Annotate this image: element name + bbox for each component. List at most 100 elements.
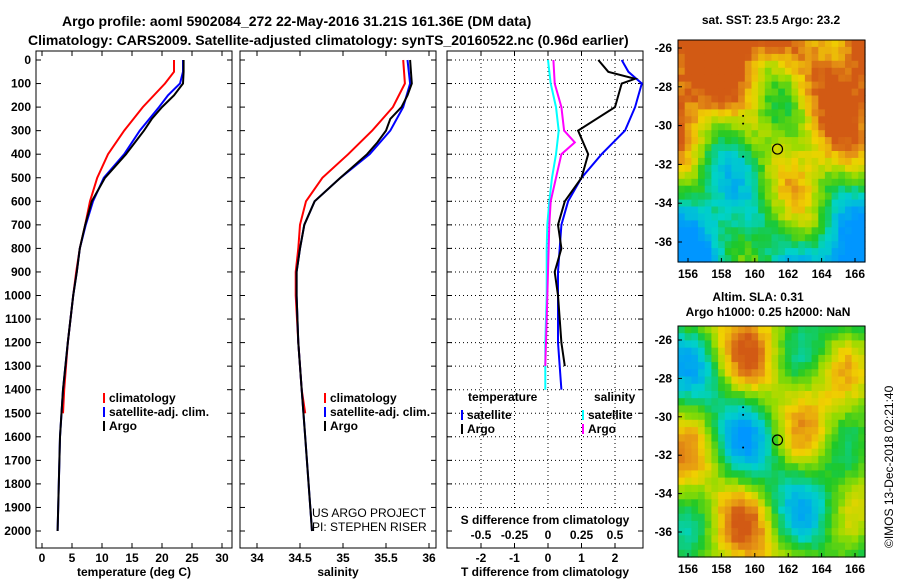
map-cell bbox=[791, 492, 799, 500]
map-cell bbox=[751, 542, 759, 551]
map-cell bbox=[718, 213, 726, 221]
map-cell bbox=[811, 412, 819, 421]
map-cell bbox=[858, 164, 866, 173]
map-cell bbox=[711, 362, 719, 370]
map-cell bbox=[845, 542, 853, 551]
map-cell bbox=[791, 369, 799, 378]
map-cell bbox=[858, 419, 866, 428]
map-cell bbox=[784, 227, 793, 235]
map-cell bbox=[818, 102, 826, 110]
lat-tick-label: -34 bbox=[655, 487, 673, 501]
map-cell bbox=[698, 376, 706, 385]
map-cell bbox=[851, 116, 859, 124]
map-cell bbox=[744, 499, 753, 508]
map-cell bbox=[678, 463, 686, 471]
map-cell bbox=[838, 88, 846, 97]
map-cell bbox=[838, 542, 846, 551]
map-cell bbox=[724, 157, 733, 166]
map-cell bbox=[804, 74, 813, 83]
map-cell bbox=[744, 484, 753, 493]
map-cell bbox=[771, 81, 779, 90]
map-cell bbox=[778, 248, 786, 256]
map-cell bbox=[718, 470, 726, 479]
map-cell bbox=[824, 88, 833, 97]
map-cell bbox=[744, 340, 753, 349]
map-cell bbox=[704, 109, 712, 117]
map-cell bbox=[711, 470, 719, 479]
map-cell bbox=[704, 391, 712, 399]
map-cell bbox=[731, 441, 739, 450]
map-cell bbox=[804, 455, 813, 464]
map-cell bbox=[691, 434, 699, 443]
map-cell bbox=[831, 213, 839, 221]
map-cell bbox=[778, 46, 786, 55]
map-cell bbox=[678, 347, 686, 356]
x-tick-label: 34 bbox=[250, 551, 264, 565]
map-cell bbox=[738, 102, 746, 110]
map-cell bbox=[724, 427, 733, 435]
map-cell bbox=[758, 412, 766, 421]
map-cell bbox=[818, 192, 826, 201]
lon-tick-label: 158 bbox=[711, 562, 731, 576]
map-cell bbox=[731, 130, 739, 138]
map-cell bbox=[698, 46, 706, 55]
map-cell bbox=[758, 492, 766, 500]
map-cell bbox=[858, 248, 866, 256]
map-cell bbox=[678, 354, 686, 363]
map-cell bbox=[771, 255, 779, 263]
map-cell bbox=[691, 419, 699, 428]
map-cell bbox=[711, 53, 719, 62]
map-cell bbox=[698, 109, 706, 117]
map-cell bbox=[744, 383, 753, 392]
map-cell bbox=[764, 171, 773, 180]
map-cell bbox=[718, 46, 726, 55]
map-cell bbox=[684, 484, 692, 493]
map-cell bbox=[851, 220, 859, 228]
map-cell bbox=[731, 234, 739, 242]
map-cell bbox=[811, 137, 819, 145]
map-cell bbox=[691, 376, 699, 385]
map-cell bbox=[851, 542, 859, 551]
map-cell bbox=[698, 441, 706, 450]
map-cell bbox=[804, 206, 813, 214]
map-cell bbox=[731, 369, 739, 378]
map-cell bbox=[744, 542, 753, 551]
map-cell bbox=[744, 362, 753, 370]
map-cell bbox=[798, 455, 806, 464]
map-cell bbox=[724, 46, 733, 55]
map-cell bbox=[791, 477, 799, 486]
map-cell bbox=[738, 255, 746, 263]
map-cell bbox=[744, 199, 753, 208]
map-cell bbox=[744, 234, 753, 242]
map-cell bbox=[691, 405, 699, 414]
map-cell bbox=[718, 220, 726, 228]
y-tick-label: 200 bbox=[11, 100, 31, 114]
map-cell bbox=[758, 520, 766, 529]
map-cell bbox=[738, 326, 746, 334]
map-cell bbox=[724, 255, 733, 263]
map-cell bbox=[804, 102, 813, 110]
map-cell bbox=[691, 513, 699, 522]
map-cell bbox=[838, 376, 846, 385]
map-cell bbox=[711, 398, 719, 406]
map-cell bbox=[711, 46, 719, 55]
map-cell bbox=[804, 157, 813, 166]
map-cell bbox=[738, 448, 746, 457]
map-cell bbox=[771, 185, 779, 194]
map-cell bbox=[851, 398, 859, 406]
lon-tick-label: 164 bbox=[812, 267, 832, 281]
map-cell bbox=[718, 95, 726, 103]
map-cell bbox=[758, 362, 766, 370]
map-cell bbox=[751, 192, 759, 201]
lat-tick-label: -36 bbox=[655, 525, 673, 539]
map-cell bbox=[764, 95, 773, 103]
map-cell bbox=[851, 463, 859, 471]
map-cell bbox=[711, 123, 719, 131]
map-cell bbox=[751, 535, 759, 544]
x-tick-label: 36 bbox=[422, 551, 436, 565]
map-cell bbox=[704, 213, 712, 221]
map-cell bbox=[684, 340, 692, 349]
map-cell bbox=[784, 95, 793, 103]
map-cell bbox=[691, 398, 699, 406]
map-cell bbox=[711, 340, 719, 349]
